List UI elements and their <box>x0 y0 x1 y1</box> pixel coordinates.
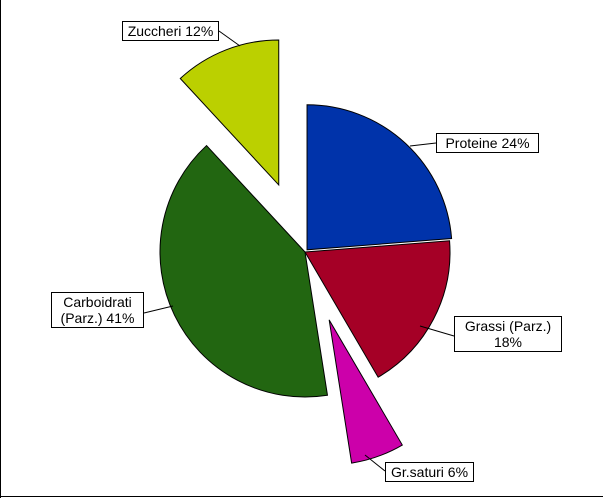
slice-label: Grassi (Parz.) 18% <box>454 316 562 352</box>
pie-slice <box>328 319 403 464</box>
slice-name: Gr.saturi <box>390 464 444 480</box>
leader-line <box>218 30 241 47</box>
slice-percent: 12% <box>185 23 214 39</box>
slice-name: Proteine <box>445 135 498 151</box>
leader-line <box>419 325 455 337</box>
slice-percent: 18% <box>493 334 523 350</box>
slice-label: Proteine 24% <box>436 133 539 153</box>
slice-label: Carboidrati (Parz.) 41% <box>51 292 144 328</box>
slice-percent: 41% <box>106 310 135 326</box>
slice-name: Carboidrati (Parz.) <box>60 294 132 326</box>
slice-label: Zuccheri 12% <box>122 21 219 41</box>
pie-slice <box>306 104 453 251</box>
leader-line <box>364 454 386 472</box>
pie-slice <box>179 39 280 187</box>
slice-percent: 24% <box>501 135 530 151</box>
slice-percent: 6% <box>447 464 469 480</box>
leader-line <box>143 305 174 314</box>
leader-line <box>409 142 437 147</box>
slice-label: Gr.saturi 6% <box>385 462 474 482</box>
pie-slice <box>304 240 451 378</box>
pie-slice <box>159 144 329 398</box>
slice-name: Grassi (Parz.) <box>464 318 552 334</box>
slice-name: Zuccheri <box>127 23 182 39</box>
